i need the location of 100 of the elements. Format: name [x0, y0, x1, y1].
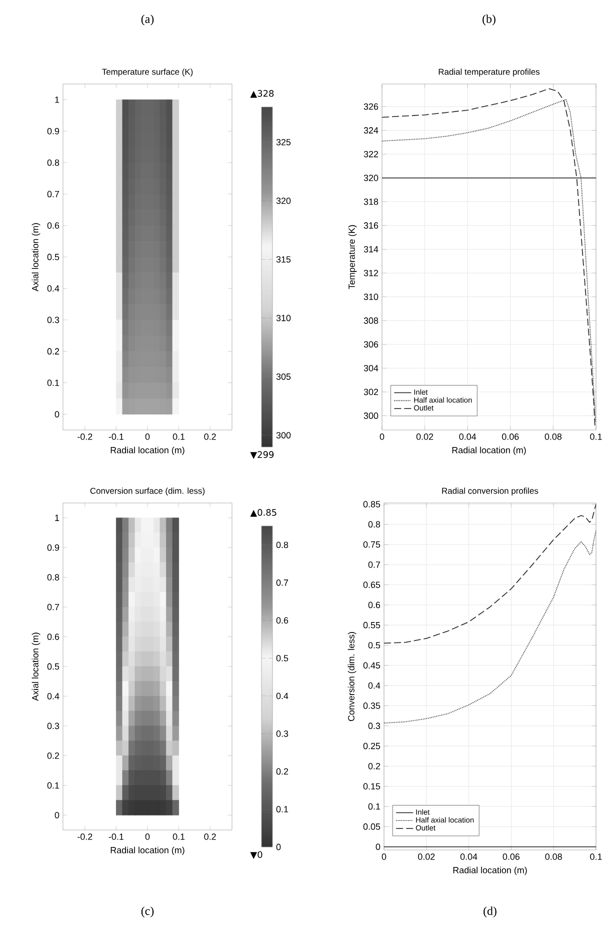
x-tick-label: -0.1	[108, 834, 124, 840]
color-bar-label: 300	[276, 432, 291, 438]
y-tick-label: 0.1	[47, 380, 60, 386]
color-bar-label: 325	[276, 138, 291, 146]
y-tick-label: 0	[54, 812, 60, 818]
text: (a)	[141, 14, 154, 26]
x-tick-label: 0.1	[172, 834, 185, 840]
y-tick-label: 0.2	[47, 348, 60, 355]
chart-title: Radial conversion profiles	[442, 488, 538, 496]
y-tick-label: 0.6	[368, 602, 380, 608]
text: (d)	[484, 906, 496, 918]
x-tick-label: 0	[145, 834, 150, 840]
y-tick-label: 310	[364, 294, 378, 300]
y-tick-label: 0.5	[47, 663, 60, 670]
chart-title: Conversion surface (dim. less)	[90, 488, 205, 496]
x-tick-label: 0	[380, 434, 384, 440]
x-tick-label: -0.2	[78, 834, 92, 840]
y-tick-label: 326	[364, 103, 378, 110]
chart-title: Radial temperature profiles	[438, 68, 540, 76]
x-axis-title: Radial location (m)	[110, 846, 184, 856]
y-tick-label: 324	[364, 127, 378, 134]
y-tick-label: 0.7	[47, 604, 60, 610]
y-tick-label: 0.85	[363, 501, 380, 508]
y-tick-label: 314	[364, 246, 378, 252]
y-tick-label: 0.3	[368, 722, 380, 730]
x-tick-label: 0.06	[502, 854, 520, 860]
x-tick-label: 0.1	[172, 434, 185, 440]
y-tick-label: 308	[364, 317, 378, 324]
x-tick-label: 0.02	[416, 434, 434, 440]
y-tick-label: 0	[54, 411, 60, 418]
y-tick-label: 0.4	[47, 285, 60, 292]
text: (b)	[482, 14, 496, 26]
y-tick-label: 0.1	[47, 782, 60, 789]
y-tick-label: 322	[364, 150, 378, 158]
y-tick-label: 302	[364, 388, 378, 396]
y-tick-label: 0	[376, 844, 380, 850]
y-tick-label: 0.5	[368, 642, 380, 648]
y-tick-label: 306	[364, 341, 378, 348]
y-tick-label: 0.2	[47, 752, 60, 759]
y-tick-label: 0.9	[47, 544, 60, 551]
y-tick-label: 0.7	[47, 190, 60, 198]
text: ▲0.85	[250, 509, 276, 517]
y-tick-label: 0.1	[368, 803, 380, 810]
y-tick-label: 0.15	[363, 783, 380, 790]
x-tick-label: 0.04	[460, 854, 478, 860]
y-tick-label: 320	[364, 174, 378, 182]
x-tick-label: 0.04	[459, 434, 476, 440]
x-tick-label: 0.2	[204, 834, 216, 840]
color-bar-label: 0.7	[276, 579, 288, 586]
text: ▲328	[250, 90, 274, 98]
y-tick-label: 316	[364, 222, 378, 229]
x-tick-label: 0	[145, 434, 150, 440]
y-tick-label: 300	[364, 412, 378, 419]
x-axis-title: Radial location (m)	[110, 446, 184, 456]
chart-title: Temperature surface (K)	[102, 68, 193, 76]
x-tick-label: 0.2	[204, 434, 216, 440]
y-tick-label: 0.4	[47, 693, 60, 700]
x-tick-label: 0	[382, 854, 386, 860]
color-bar-label: 315	[276, 256, 291, 263]
y-tick-label: 0.3	[47, 722, 60, 730]
x-tick-label: 0.06	[502, 434, 519, 440]
y-tick-label: 1	[55, 96, 60, 103]
y-tick-label: 0.9	[47, 128, 60, 134]
x-tick-label: 0.1	[590, 854, 602, 860]
y-tick-label: 0.7	[368, 561, 380, 568]
color-bar-label: 0.3	[276, 730, 288, 737]
color-bar-label: 0.1	[276, 806, 288, 812]
color-bar-label: 0.6	[276, 617, 288, 624]
y-tick-label: 0.2	[368, 762, 380, 770]
color-bar-label: 0.8	[276, 542, 288, 548]
x-tick-label: 0.1	[590, 434, 602, 440]
y-tick-label: 0.55	[363, 622, 380, 628]
y-tick-label: 0.35	[363, 702, 380, 709]
y-tick-label: 312	[364, 270, 378, 276]
y-axis-title: Axial location (m)	[32, 223, 40, 292]
y-tick-label: 0.5	[47, 254, 60, 260]
text: (c)	[141, 906, 154, 918]
y-tick-label: 318	[364, 198, 378, 205]
x-tick-label: 0.08	[545, 854, 562, 860]
text: ▼0	[250, 851, 262, 859]
y-tick-label: 0.8	[47, 159, 60, 166]
y-tick-label: 0.05	[363, 823, 380, 830]
y-tick-label: 0.65	[363, 582, 380, 588]
y-tick-label: 0.45	[363, 662, 380, 669]
x-tick-label: -0.2	[78, 434, 92, 440]
color-bar-label: 305	[276, 373, 291, 380]
y-tick-label: 304	[364, 364, 378, 372]
y-tick-label: 0.25	[363, 742, 380, 750]
color-bar-label: 0.4	[276, 692, 288, 700]
x-tick-label: 0.02	[418, 854, 435, 860]
y-axis-title: Conversion (dim. less)	[348, 632, 356, 722]
y-tick-label: 0.8	[368, 521, 380, 528]
x-tick-label: 0.08	[544, 434, 562, 440]
y-tick-label: 0.75	[363, 541, 380, 548]
x-axis-title: Radial location (m)	[452, 446, 526, 456]
y-tick-label: 0.6	[47, 634, 60, 640]
x-tick-label: -0.1	[108, 434, 124, 440]
y-tick-label: 0.3	[47, 316, 60, 324]
y-tick-label: 0.4	[368, 682, 380, 689]
x-axis-title: Radial location (m)	[453, 866, 527, 876]
